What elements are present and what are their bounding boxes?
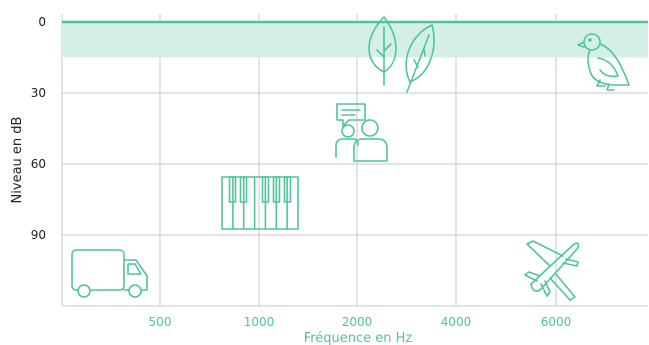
y-tick-label-90: 90 (31, 228, 46, 242)
y-axis-ticks: 0 30 60 90 (31, 15, 46, 242)
y-tick-label-30: 30 (31, 86, 46, 100)
y-axis-title: Niveau en dB (10, 117, 25, 204)
x-tick-label-4000: 4000 (441, 315, 472, 329)
y-tick-label-0: 0 (38, 15, 46, 29)
grid (61, 14, 648, 307)
bird-icon (577, 33, 630, 91)
x-tick-label-2000: 2000 (342, 315, 373, 329)
x-tick-label-500: 500 (149, 315, 172, 329)
x-tick-label-1000: 1000 (244, 315, 275, 329)
leaves-icon (368, 16, 435, 93)
x-axis-ticks: 500 1000 2000 4000 6000 (149, 315, 572, 329)
y-tick-label-60: 60 (31, 157, 46, 171)
piano-icon (221, 176, 299, 230)
x-tick-label-6000: 6000 (541, 315, 572, 329)
conversation-icon (335, 103, 388, 162)
normal-hearing-band (62, 22, 648, 58)
airplane-icon (524, 240, 580, 301)
truck-icon (71, 249, 148, 298)
x-axis-title: Fréquence en Hz (304, 331, 413, 345)
normal-hearing-band-layer (62, 20, 648, 58)
